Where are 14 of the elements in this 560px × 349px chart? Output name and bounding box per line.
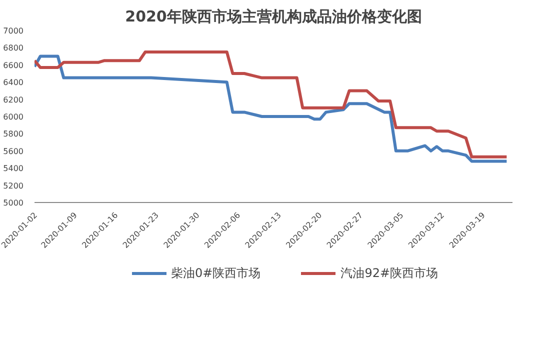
y-tick-label: 6600 (3, 60, 24, 70)
y-tick-label: 6400 (3, 78, 24, 88)
y-tick-label: 6000 (3, 112, 24, 122)
y-tick-label: 5600 (3, 146, 24, 156)
y-tick-label: 6200 (3, 95, 24, 104)
chart-title: 2020年陕西市场主营机构成品油价格变化图 (125, 8, 422, 26)
y-tick-label: 5800 (3, 130, 24, 139)
y-tick-label: 5000 (3, 198, 24, 208)
legend-label: 汽油92#陕西市场 (340, 264, 438, 282)
legend-label: 柴油0#陕西市场 (170, 264, 261, 282)
y-tick-label: 5400 (3, 164, 24, 174)
y-tick-label: 7000 (3, 26, 24, 36)
y-tick-label: 6800 (3, 44, 24, 53)
y-tick-label: 5200 (3, 181, 24, 190)
